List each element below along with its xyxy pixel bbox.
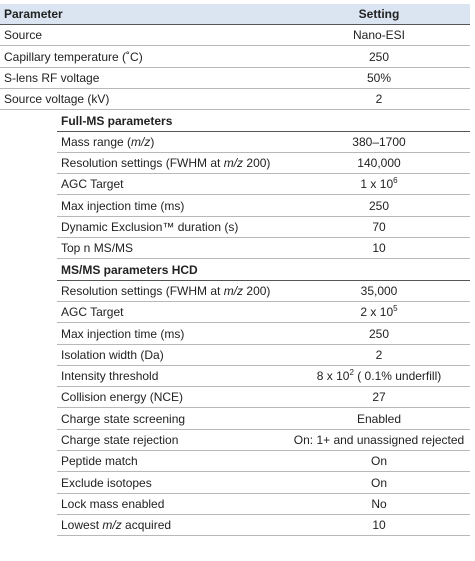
parameter: Max injection time (ms) — [61, 198, 185, 213]
parameter: Intensity threshold — [61, 369, 159, 384]
table-row: S-lens RF voltage 50% — [0, 68, 470, 89]
table-row: Capillary temperature (˚C) 250 — [0, 47, 470, 68]
table-row: Max injection time (ms) 250 — [57, 324, 470, 345]
text-run: Lowest — [61, 518, 103, 533]
text-run: 8 x 10 — [316, 369, 350, 384]
table-row: MS/MS parameters HCD — [57, 260, 470, 281]
text-run: m/z — [102, 518, 122, 533]
table-row: Resolution settings (FWHM at m/z 200) 35,… — [57, 281, 470, 302]
parameter: Capillary temperature (˚C) — [4, 49, 143, 64]
setting: 250 — [368, 198, 390, 213]
setting: 35,000 — [360, 283, 398, 298]
parameter: Exclude isotopes — [61, 475, 152, 490]
table-row: Source voltage (kV) 2 — [0, 89, 470, 111]
parameter: Lock mass enabled — [61, 496, 165, 511]
parameter: Charge state rejection — [61, 433, 179, 447]
header-setting: Setting — [358, 7, 400, 21]
parameter: S-lens RF voltage — [4, 70, 100, 85]
text-run: m/z — [223, 156, 244, 171]
table-row: Top n MS/MS 10 — [57, 238, 470, 260]
table-row: Exclude isotopes On — [57, 473, 470, 494]
setting: 10 — [372, 518, 386, 533]
section-title: Full-MS parameters — [61, 113, 173, 128]
text-run: 5 — [393, 304, 398, 314]
setting: 50% — [366, 70, 392, 85]
parameter: AGC Target — [61, 305, 124, 320]
table-row: Charge state rejection On: 1+ and unassig… — [57, 430, 470, 451]
setting: On — [370, 454, 387, 469]
table-row: Isolation width (Da) 2 — [57, 345, 470, 366]
parameter: Resolution settings (FWHM at m/z 200) — [61, 153, 270, 174]
table-row: Lowest m/z acquired 10 — [57, 515, 470, 537]
setting: Nano-ESI — [352, 28, 406, 43]
setting: No — [371, 496, 387, 511]
setting: 2 x 105 — [290, 302, 468, 323]
table-row: Max injection time (ms) 250 — [57, 196, 470, 217]
text-run: acquired — [121, 518, 172, 533]
table-row: Parameter Setting — [0, 4, 470, 25]
setting: 250 — [368, 326, 390, 341]
parameter: Max injection time (ms) — [61, 326, 185, 341]
setting: 140,000 — [357, 156, 401, 171]
table-row: Intensity threshold 8 x 102 ( 0.1% underf… — [57, 366, 470, 388]
parameter: Resolution settings (FWHM at m/z 200) — [61, 281, 270, 302]
parameter: Source — [4, 28, 43, 43]
setting: 27 — [372, 390, 386, 405]
text-run: 6 — [393, 176, 398, 186]
table-row: Dynamic Exclusion™ duration (s) 70 — [57, 217, 470, 238]
text-run: 200) — [243, 156, 271, 171]
setting: 380–1700 — [352, 134, 406, 149]
text-run: ) — [150, 134, 155, 149]
text-run: Resolution settings (FWHM at — [61, 283, 224, 298]
text-run: 2 — [349, 368, 354, 378]
setting: 1 x 106 — [290, 174, 468, 195]
table-row: Mass range (m/z) 380–1700 — [57, 132, 470, 153]
parameter: Collision energy (NCE) — [61, 390, 184, 405]
setting: Enabled — [356, 411, 402, 426]
parameter: Mass range (m/z) — [61, 132, 154, 153]
table-row: Lock mass enabled No — [57, 494, 470, 515]
text-run: m/z — [223, 283, 244, 298]
parameter: AGC Target — [61, 177, 124, 192]
text-run: Resolution settings (FWHM at — [61, 156, 224, 171]
text-run: Mass range ( — [61, 134, 132, 149]
text-run: 1 x 10 — [360, 177, 394, 192]
setting: 2 — [375, 347, 383, 362]
table-row: Peptide match On — [57, 451, 470, 473]
setting: 2 — [375, 92, 383, 107]
parameter: Isolation width (Da) — [61, 347, 164, 362]
setting: 250 — [368, 49, 390, 64]
setting: On — [370, 475, 387, 490]
setting: 8 x 102 ( 0.1% underfill) — [290, 366, 468, 387]
table-row: Full-MS parameters — [57, 111, 470, 132]
parameter: Top n MS/MS — [61, 241, 134, 256]
section-title: MS/MS parameters HCD — [61, 262, 198, 277]
header-parameter: Parameter — [4, 7, 63, 21]
setting: On: 1+ and unassigned rejected — [293, 433, 465, 447]
table-row: AGC Target 1 x 106 — [57, 174, 470, 196]
text-run: ( 0.1% underfill) — [353, 369, 442, 384]
setting: 70 — [372, 220, 386, 234]
parameter: Dynamic Exclusion™ duration (s) — [61, 220, 239, 234]
parameter: Lowest m/z acquired — [61, 515, 171, 536]
table-row: Source Nano-ESI — [0, 25, 470, 47]
parameter: Peptide match — [61, 454, 138, 469]
text-run: 200) — [243, 283, 271, 298]
parameter: Source voltage (kV) — [4, 92, 110, 107]
setting: 10 — [372, 241, 386, 256]
text-run: m/z — [131, 134, 151, 149]
table-row: Charge state screening Enabled — [57, 409, 470, 430]
parameter: Charge state screening — [61, 411, 186, 426]
table-row: Collision energy (NCE) 27 — [57, 387, 470, 409]
text-run: 2 x 10 — [360, 305, 394, 320]
table-row: AGC Target 2 x 105 — [57, 302, 470, 324]
table-row: Resolution settings (FWHM at m/z 200) 140… — [57, 153, 470, 175]
